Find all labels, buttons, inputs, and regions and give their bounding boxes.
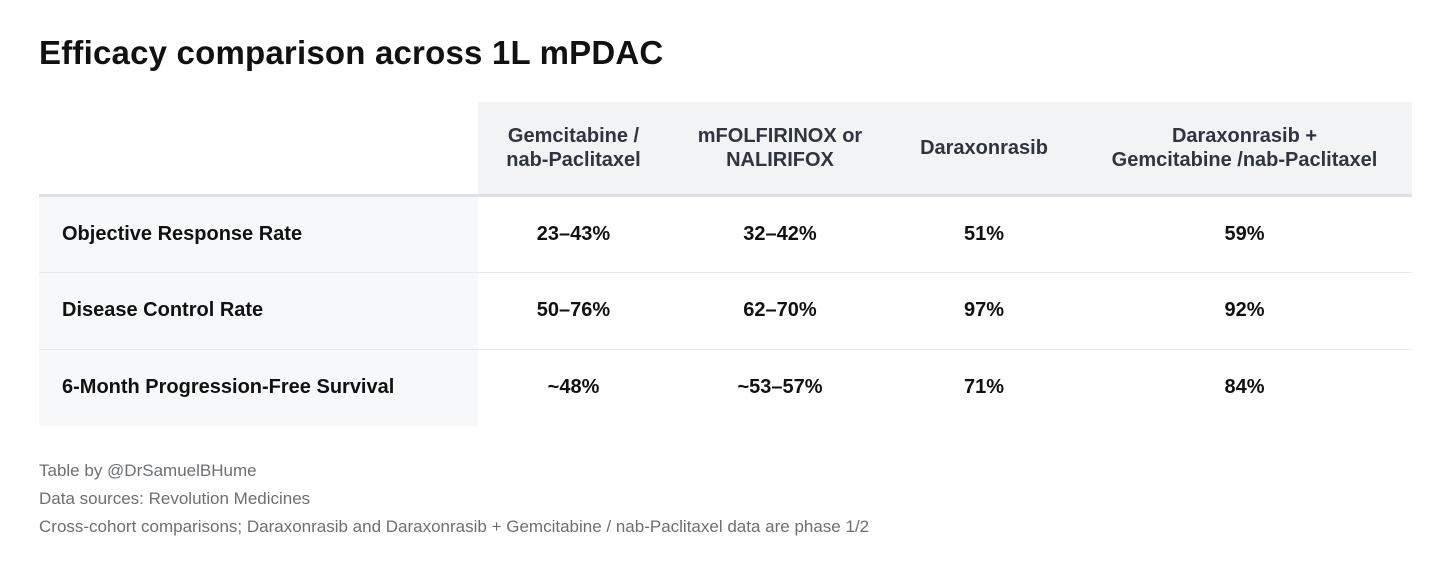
table-cell: 50–76%	[478, 272, 669, 350]
row-label-dcr: Disease Control Rate	[39, 272, 478, 350]
table-row: Objective Response Rate 23–43% 32–42% 51…	[39, 195, 1412, 273]
column-header-daraxonrasib: Daraxonrasib	[891, 102, 1077, 197]
page-title: Efficacy comparison across 1L mPDAC	[39, 34, 664, 71]
header-row: Gemcitabine / nab-Paclitaxel mFOLFIRINOX…	[39, 102, 1412, 197]
column-header-label: mFOLFIRINOX or NALIRIFOX	[697, 124, 863, 171]
table-cell: ~48%	[478, 349, 669, 426]
header-corner-cell	[39, 102, 478, 197]
table-cell: 97%	[891, 272, 1077, 350]
credit-note: Table by @DrSamuelBHume	[39, 461, 257, 480]
table-cell: 59%	[1077, 195, 1412, 273]
row-label-orr: Objective Response Rate	[39, 195, 478, 273]
column-header-label: Daraxonrasib + Gemcitabine /nab-Paclitax…	[1111, 124, 1378, 171]
table-footer: Table by @DrSamuelBHume Data sources: Re…	[39, 457, 869, 541]
table-cell: 92%	[1077, 272, 1412, 350]
row-label-pfs: 6-Month Progression-Free Survival	[39, 349, 478, 426]
column-header-label: Gemcitabine / nab-Paclitaxel	[506, 124, 641, 171]
column-header-daraxonrasib-combo: Daraxonrasib + Gemcitabine /nab-Paclitax…	[1077, 102, 1412, 197]
table-cell: 23–43%	[478, 195, 669, 273]
table-cell: 51%	[891, 195, 1077, 273]
table-row: Disease Control Rate 50–76% 62–70% 97% 9…	[39, 272, 1412, 350]
column-header-folfirinox: mFOLFIRINOX or NALIRIFOX	[669, 102, 891, 197]
efficacy-table: Gemcitabine / nab-Paclitaxel mFOLFIRINOX…	[39, 102, 1412, 426]
table-cell: 71%	[891, 349, 1077, 426]
table-cell: ~53–57%	[669, 349, 891, 426]
table-header: Gemcitabine / nab-Paclitaxel mFOLFIRINOX…	[39, 102, 1412, 197]
table-cell: 32–42%	[669, 195, 891, 273]
column-header-label: Daraxonrasib	[920, 136, 1048, 159]
table-row: 6-Month Progression-Free Survival ~48% ~…	[39, 349, 1412, 426]
table-cell: 84%	[1077, 349, 1412, 426]
disclaimer-note: Cross-cohort comparisons; Daraxonrasib a…	[39, 517, 870, 536]
table-body: Objective Response Rate 23–43% 32–42% 51…	[39, 195, 1412, 426]
column-header-gem-nab: Gemcitabine / nab-Paclitaxel	[478, 102, 669, 197]
sources-note: Data sources: Revolution Medicines	[39, 489, 311, 508]
table-cell: 62–70%	[669, 272, 891, 350]
